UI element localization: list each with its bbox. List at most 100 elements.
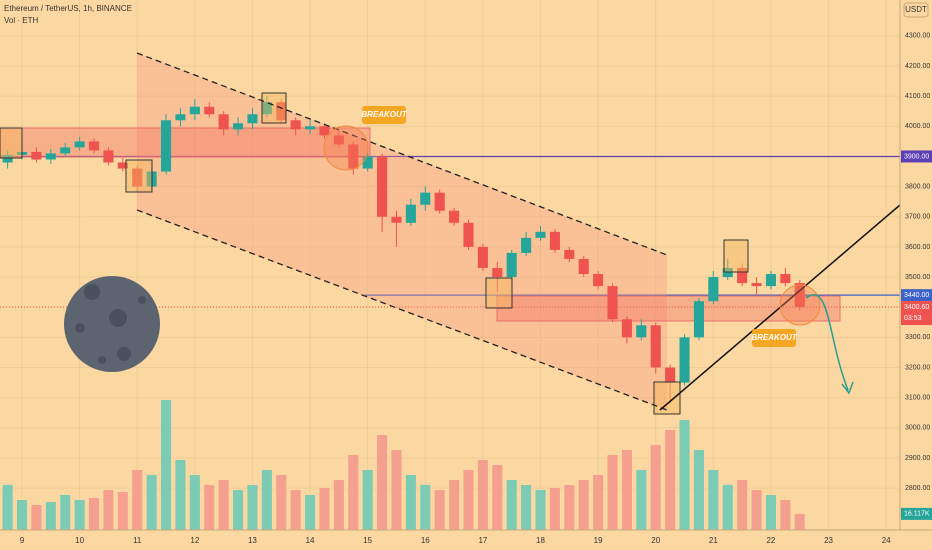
channel-line — [136, 209, 668, 411]
highlight-box — [0, 127, 23, 159]
candle-body — [477, 246, 488, 269]
volume-bar — [117, 492, 128, 530]
price-axis — [900, 0, 932, 550]
x-tick-label: 16 — [421, 536, 430, 545]
currency: USDT — [905, 5, 927, 14]
last-volume-box — [901, 507, 932, 520]
candle-body — [492, 268, 503, 278]
level-label: 3440.00 — [904, 292, 929, 299]
candle-body — [621, 319, 632, 338]
annotation-box — [752, 329, 796, 347]
candle-body — [780, 274, 791, 284]
candle-body — [650, 325, 661, 368]
candle-body — [564, 249, 575, 259]
volume-bar — [391, 450, 402, 530]
annotation: BREAKOUT — [361, 110, 407, 119]
candle-body — [665, 367, 676, 383]
level-label: 3900.00 — [904, 153, 929, 160]
candle-body — [276, 102, 287, 121]
x-tick-label: 22 — [766, 536, 775, 545]
indicator-label: Vol · ETH — [4, 16, 38, 25]
volume-bar — [751, 490, 762, 530]
y-tick-label: 4200.00 — [905, 63, 930, 70]
candle-body — [362, 156, 373, 169]
candle-body — [751, 283, 762, 287]
volume-bar — [276, 475, 287, 530]
candle-body — [261, 102, 272, 115]
volume-bar — [175, 460, 186, 530]
y-tick-label: 3100.00 — [905, 394, 930, 401]
volume-bar — [305, 495, 316, 530]
crater — [117, 347, 131, 361]
x-tick-label: 14 — [306, 536, 315, 545]
volume-bar — [218, 480, 229, 530]
volume-bar — [679, 420, 690, 530]
volume-bar — [204, 485, 215, 530]
y-tick-label: 2800.00 — [905, 485, 930, 492]
arrow-head — [841, 381, 854, 395]
candle-body — [2, 154, 13, 163]
volume-bar — [146, 475, 157, 530]
candles — [2, 96, 805, 530]
y-tick-label: 3300.00 — [905, 334, 930, 341]
candle-body — [578, 258, 589, 275]
volume-bar — [247, 485, 258, 530]
volume-bar — [765, 495, 776, 530]
volume-bar — [650, 445, 661, 530]
candle-body — [794, 283, 805, 308]
volume-bar — [2, 485, 13, 530]
y-tick-label: 3700.00 — [905, 214, 930, 221]
candle-body — [348, 144, 359, 169]
volume-bar — [434, 490, 445, 530]
volume-bar — [737, 480, 748, 530]
volume-bar — [103, 490, 114, 530]
y-tick-label: 4300.00 — [905, 33, 930, 40]
volume-bar — [16, 500, 28, 530]
candle-body — [434, 192, 445, 211]
volume-bar — [506, 480, 517, 530]
candle-body — [737, 268, 748, 284]
volume-bar — [463, 470, 474, 530]
candle-body — [708, 277, 719, 302]
crater — [109, 309, 127, 327]
candle-body — [693, 301, 704, 338]
candle-body — [319, 126, 330, 136]
volume-bar — [60, 495, 71, 530]
last-price-box — [901, 301, 932, 326]
x-tick-label: 15 — [363, 536, 372, 545]
volume-bar — [405, 475, 416, 530]
volume-bar — [45, 502, 56, 530]
candle-body — [521, 237, 532, 253]
volume-bar — [621, 450, 632, 530]
candle-body — [333, 135, 344, 145]
highlight-box — [653, 381, 681, 415]
volume-bar — [665, 430, 676, 530]
candle-body — [233, 123, 244, 130]
volume-bar — [233, 490, 244, 530]
candle-body — [549, 231, 560, 250]
candle-body — [593, 274, 604, 287]
annotation: BREAKOUT — [751, 333, 797, 342]
y-tick-label: 4000.00 — [905, 123, 930, 130]
x-tick-label: 23 — [824, 536, 833, 545]
x-tick-label: 20 — [651, 536, 660, 545]
channel-line — [136, 52, 668, 256]
x-tick-label: 24 — [882, 536, 891, 545]
volume-bar — [333, 480, 344, 530]
x-tick-label: 9 — [20, 536, 25, 545]
x-tick-label: 10 — [75, 536, 84, 545]
y-tick-label: 3200.00 — [905, 364, 930, 371]
candle-body — [132, 168, 143, 187]
crater — [84, 284, 100, 300]
candle-body — [45, 153, 56, 160]
volume-bar — [607, 455, 618, 530]
candle-body — [377, 156, 388, 217]
highlight-box — [125, 159, 153, 193]
x-tick-label: 19 — [594, 536, 603, 545]
level-box — [901, 289, 932, 302]
volume-bar — [794, 513, 805, 530]
breakout-circle — [323, 125, 369, 171]
candle-body — [463, 222, 474, 247]
